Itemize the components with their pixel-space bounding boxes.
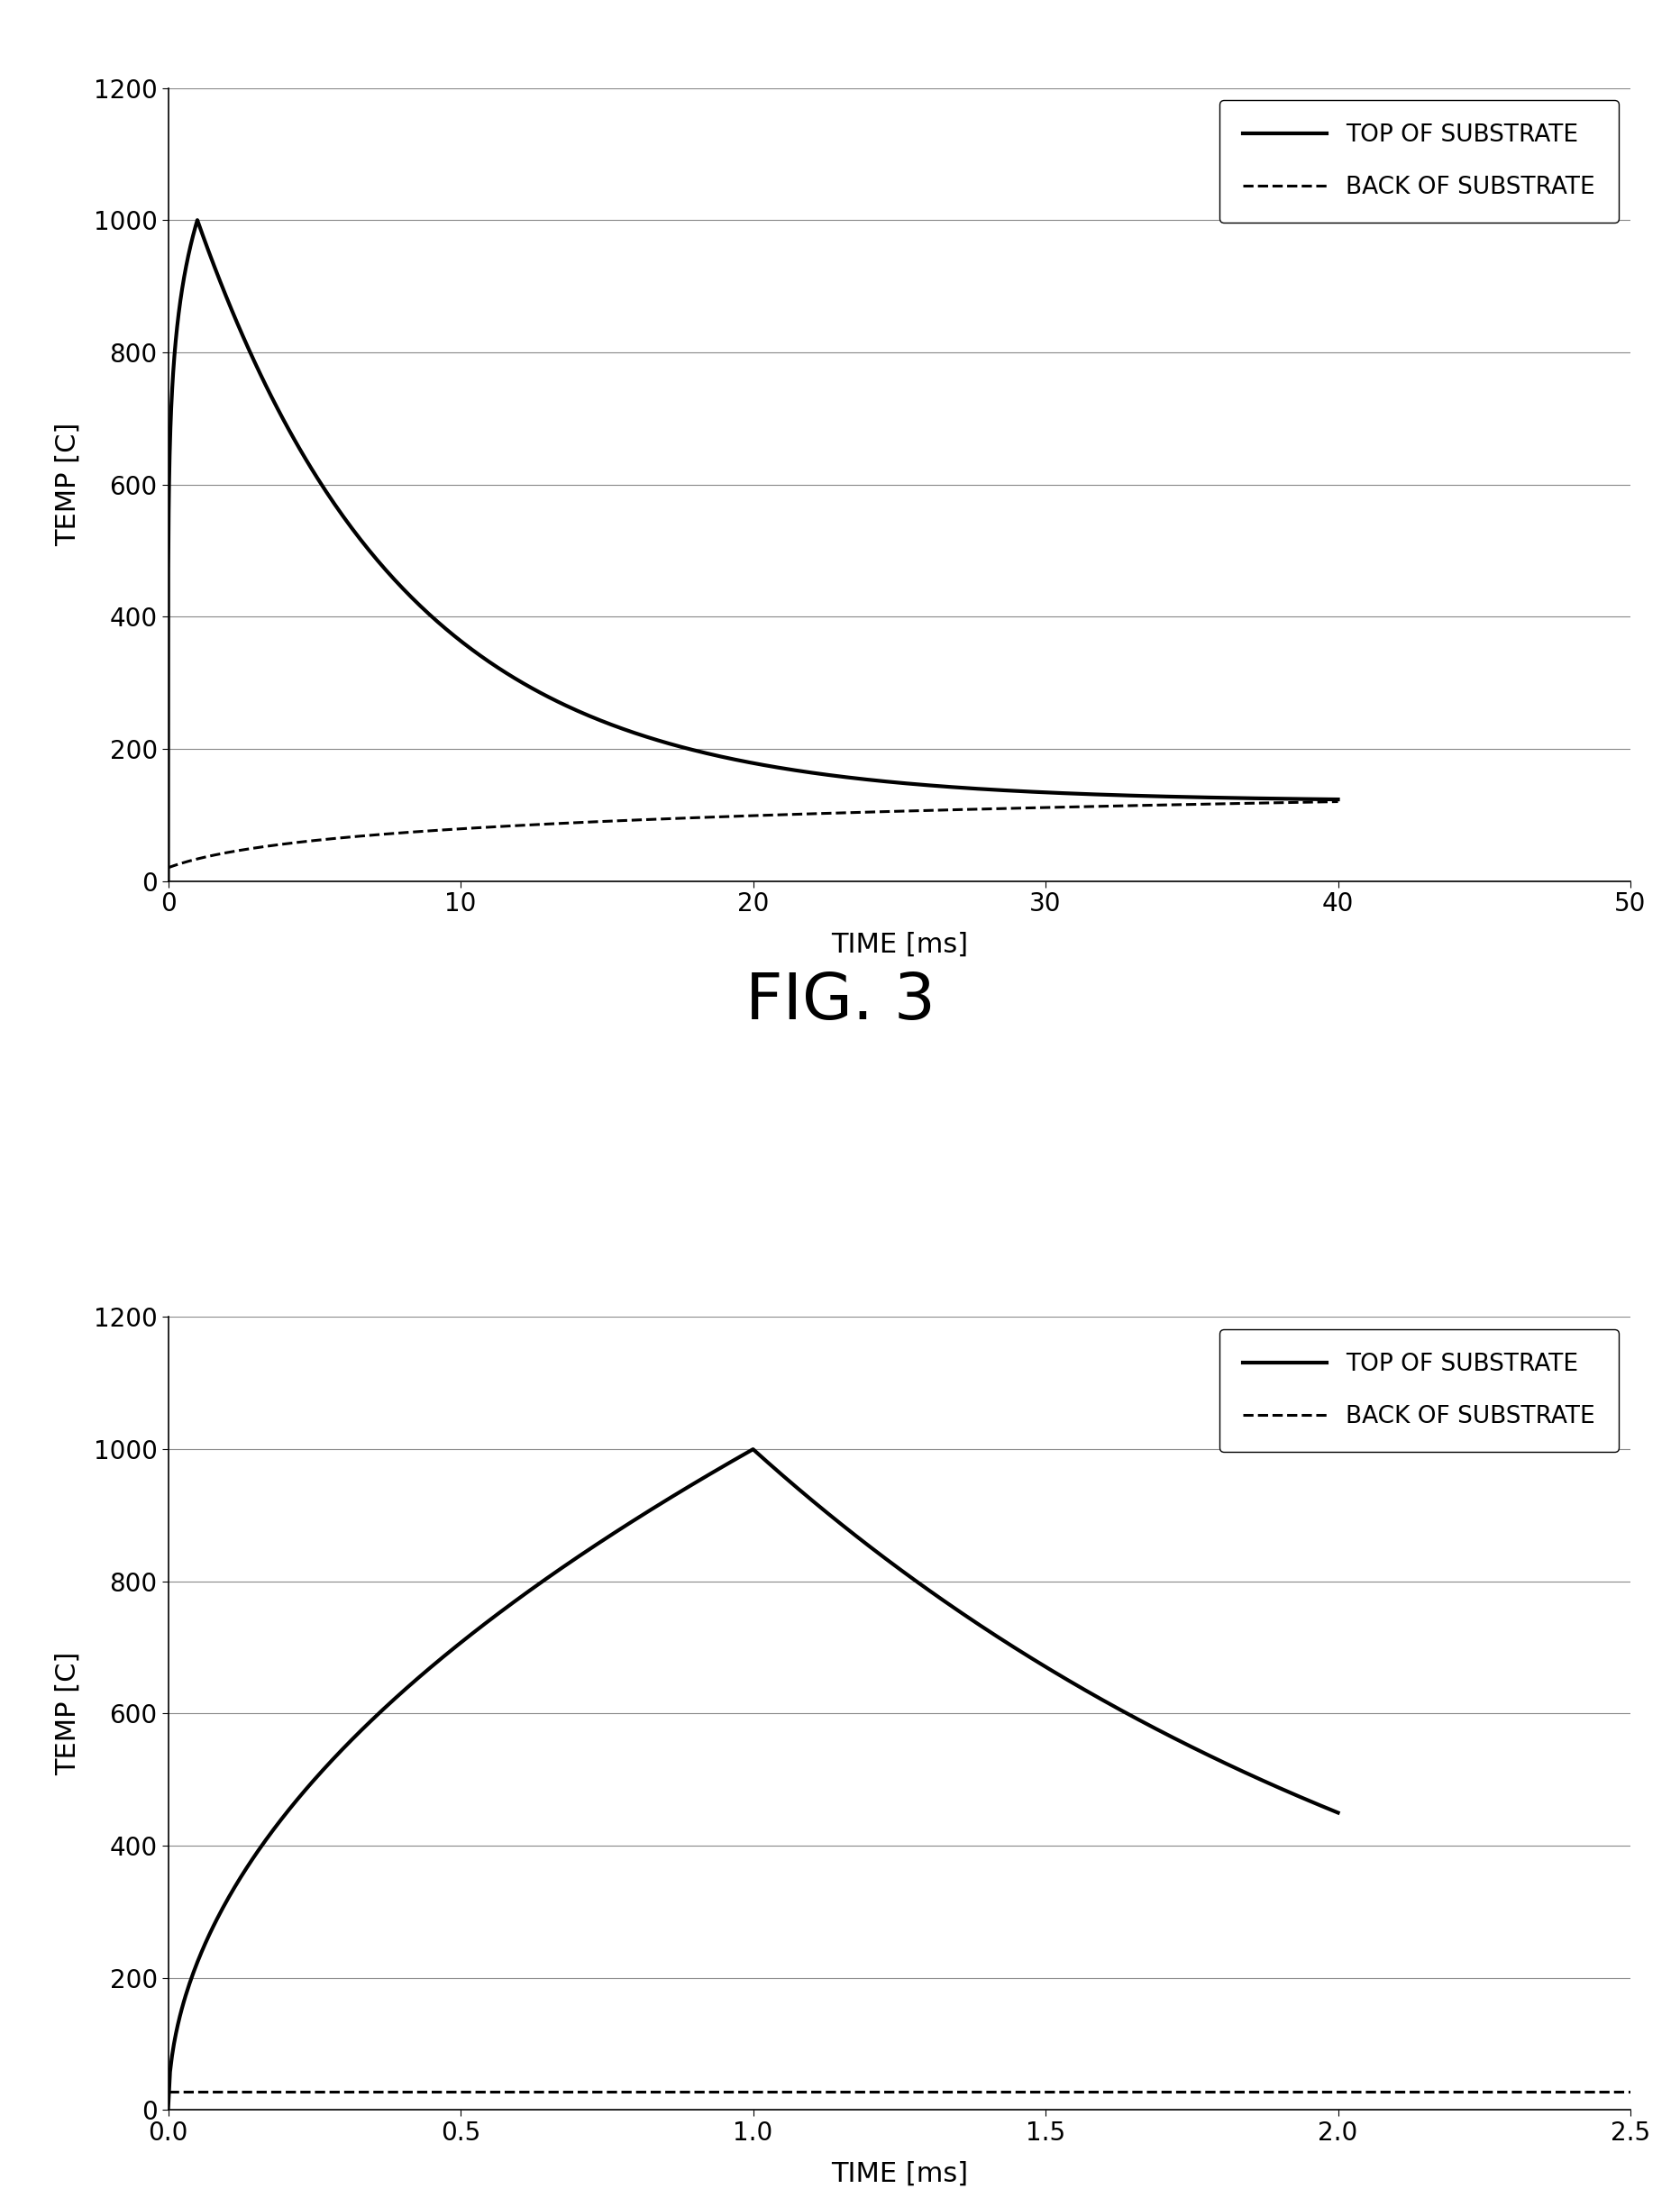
TOP OF SUBSTRATE (847, 765, 867, 791)
TOP OF SUBSTRATE (743, 1435, 763, 1462)
TOP OF SUBSTRATE (1141, 782, 1161, 809)
TOP OF SUBSTRATE (1295, 1787, 1315, 1813)
TOP OF SUBSTRATE (158, 2097, 178, 2123)
BACK OF SUBSTRATE (1327, 789, 1347, 815)
BACK OF SUBSTRATE (1546, 2079, 1566, 2106)
TOP OF SUBSTRATE (685, 1468, 706, 1495)
TOP OF SUBSTRATE (1327, 787, 1347, 813)
BACK OF SUBSTRATE (539, 811, 559, 837)
BACK OF SUBSTRATE (299, 829, 319, 855)
TOP OF SUBSTRATE (475, 646, 496, 673)
BACK OF SUBSTRATE (217, 2079, 237, 2106)
Line: BACK OF SUBSTRATE: BACK OF SUBSTRATE (168, 802, 1337, 868)
TOP OF SUBSTRATE (622, 1508, 642, 1534)
TOP OF SUBSTRATE (1065, 1673, 1085, 1699)
TOP OF SUBSTRATE (1144, 782, 1164, 809)
BACK OF SUBSTRATE (548, 2079, 568, 2106)
BACK OF SUBSTRATE (622, 807, 642, 833)
Legend: TOP OF SUBSTRATE, BACK OF SUBSTRATE: TOP OF SUBSTRATE, BACK OF SUBSTRATE (1218, 1330, 1618, 1453)
Y-axis label: TEMP [C]: TEMP [C] (55, 422, 81, 547)
BACK OF SUBSTRATE (1495, 2079, 1515, 2106)
TOP OF SUBSTRATE (186, 207, 207, 233)
BACK OF SUBSTRATE (1001, 796, 1021, 822)
Line: TOP OF SUBSTRATE: TOP OF SUBSTRATE (168, 220, 1337, 881)
TOP OF SUBSTRATE (158, 868, 178, 895)
Legend: TOP OF SUBSTRATE, BACK OF SUBSTRATE: TOP OF SUBSTRATE, BACK OF SUBSTRATE (1218, 99, 1618, 222)
TOP OF SUBSTRATE (1327, 1800, 1347, 1827)
BACK OF SUBSTRATE (158, 855, 178, 881)
TOP OF SUBSTRATE (627, 1506, 647, 1532)
TOP OF SUBSTRATE (739, 1437, 759, 1464)
BACK OF SUBSTRATE (1620, 2079, 1640, 2106)
TOP OF SUBSTRATE (166, 325, 186, 352)
BACK OF SUBSTRATE (158, 2079, 178, 2106)
BACK OF SUBSTRATE (245, 2079, 265, 2106)
BACK OF SUBSTRATE (430, 2079, 450, 2106)
Line: TOP OF SUBSTRATE: TOP OF SUBSTRATE (168, 1448, 1337, 2110)
TOP OF SUBSTRATE (365, 543, 385, 569)
BACK OF SUBSTRATE (894, 798, 914, 824)
X-axis label: TIME [ms]: TIME [ms] (830, 932, 968, 958)
Y-axis label: TEMP [C]: TEMP [C] (55, 1651, 81, 1776)
X-axis label: TIME [ms]: TIME [ms] (830, 2161, 968, 2187)
BACK OF SUBSTRATE (1008, 796, 1028, 822)
Text: FIG. 3: FIG. 3 (744, 972, 936, 1033)
